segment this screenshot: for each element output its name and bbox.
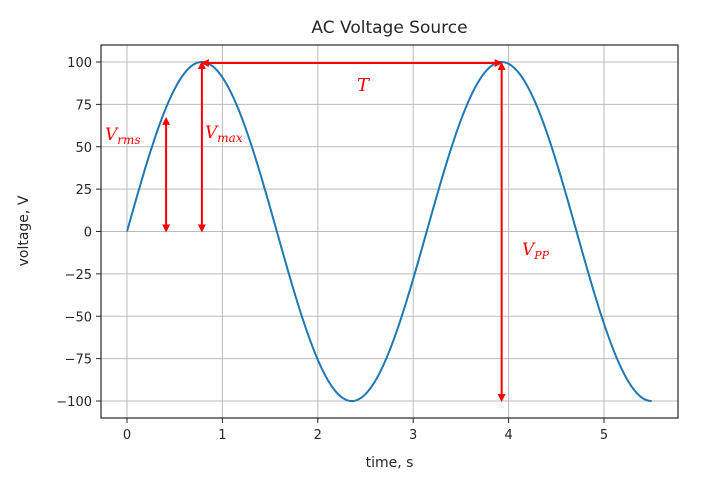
x-tick-label: 0 <box>123 428 131 443</box>
y-tick-label: 50 <box>75 141 92 156</box>
y-axis-label: voltage, V <box>16 195 32 266</box>
y-tick-label: 0 <box>84 226 92 241</box>
y-tick-label: −100 <box>56 395 92 410</box>
x-tick-label: 1 <box>218 428 226 443</box>
x-tick-label: 2 <box>314 428 322 443</box>
y-tick-label: −50 <box>65 310 92 325</box>
y-tick-label: −25 <box>65 268 92 283</box>
voltage-curve <box>126 60 652 402</box>
y-tick-label: 25 <box>75 183 92 198</box>
x-axis-ticks: 0 1 2 3 4 5 <box>123 418 608 443</box>
annotations <box>162 59 506 402</box>
x-tick-label: 5 <box>600 428 608 443</box>
x-tick-label: 4 <box>504 428 512 443</box>
vpp-label: VPP <box>522 240 550 262</box>
vmax-label: Vmax <box>205 123 243 145</box>
chart-title: AC Voltage Source <box>311 18 467 38</box>
y-tick-label: −75 <box>65 353 92 368</box>
gridlines <box>101 45 678 418</box>
vrms-label: Vrms <box>105 125 141 147</box>
period-label: T <box>357 75 371 96</box>
x-tick-label: 3 <box>409 428 417 443</box>
x-axis-label: time, s <box>366 455 414 471</box>
y-tick-label: 100 <box>67 56 92 71</box>
y-tick-label: 75 <box>75 98 92 113</box>
y-axis-ticks: 100 75 50 25 0 −25 −50 −75 −100 <box>56 56 101 410</box>
